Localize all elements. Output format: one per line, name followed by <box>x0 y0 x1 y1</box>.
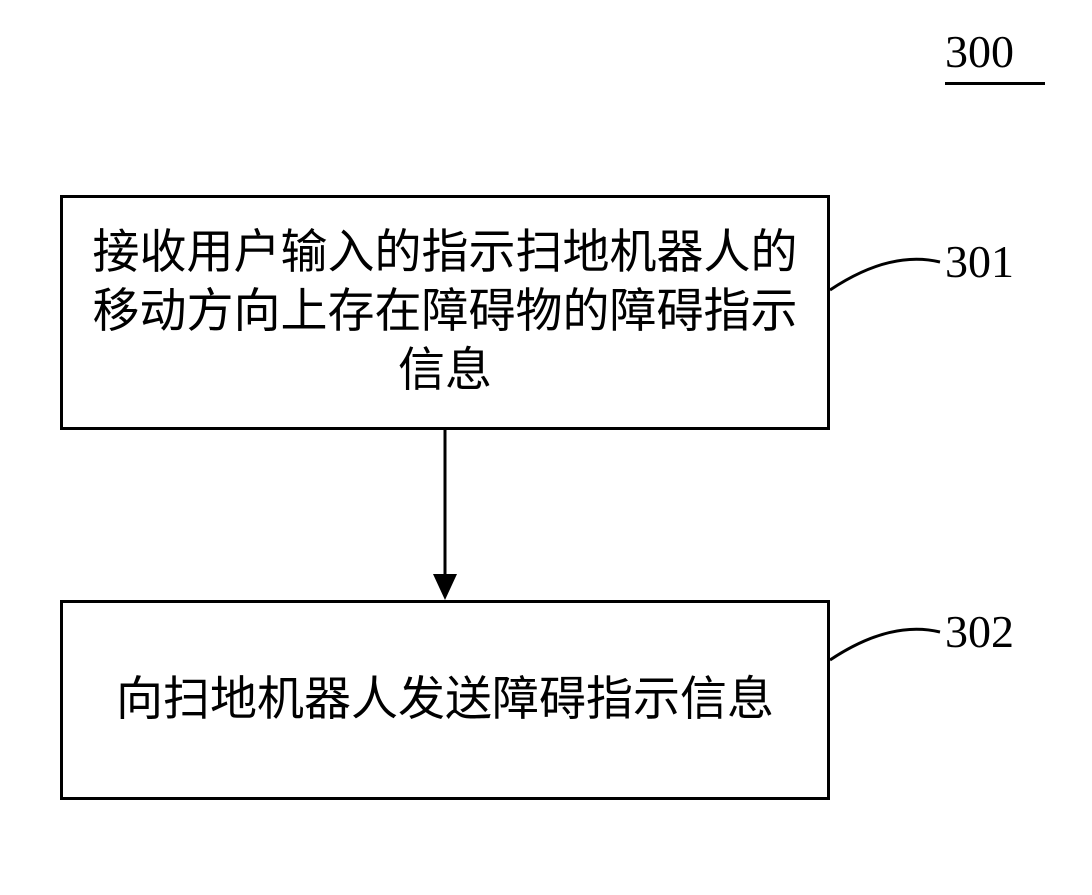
figure-number-underline <box>945 82 1045 85</box>
node-301-text: 接收用户输入的指示扫地机器人的移动方向上存在障碍物的障碍指示信息 <box>87 224 803 400</box>
flowchart-node-302: 向扫地机器人发送障碍指示信息 <box>60 600 830 800</box>
node-302-label-text: 302 <box>945 606 1014 657</box>
node-302-label: 302 <box>945 605 1014 658</box>
figure-number: 300 <box>945 25 1014 78</box>
flowchart-canvas: 300 接收用户输入的指示扫地机器人的移动方向上存在障碍物的障碍指示信息 301… <box>0 0 1092 895</box>
node-301-label-text: 301 <box>945 236 1014 287</box>
node-301-label: 301 <box>945 235 1014 288</box>
figure-number-text: 300 <box>945 26 1014 77</box>
flowchart-node-301: 接收用户输入的指示扫地机器人的移动方向上存在障碍物的障碍指示信息 <box>60 195 830 430</box>
node-302-text: 向扫地机器人发送障碍指示信息 <box>116 671 774 730</box>
